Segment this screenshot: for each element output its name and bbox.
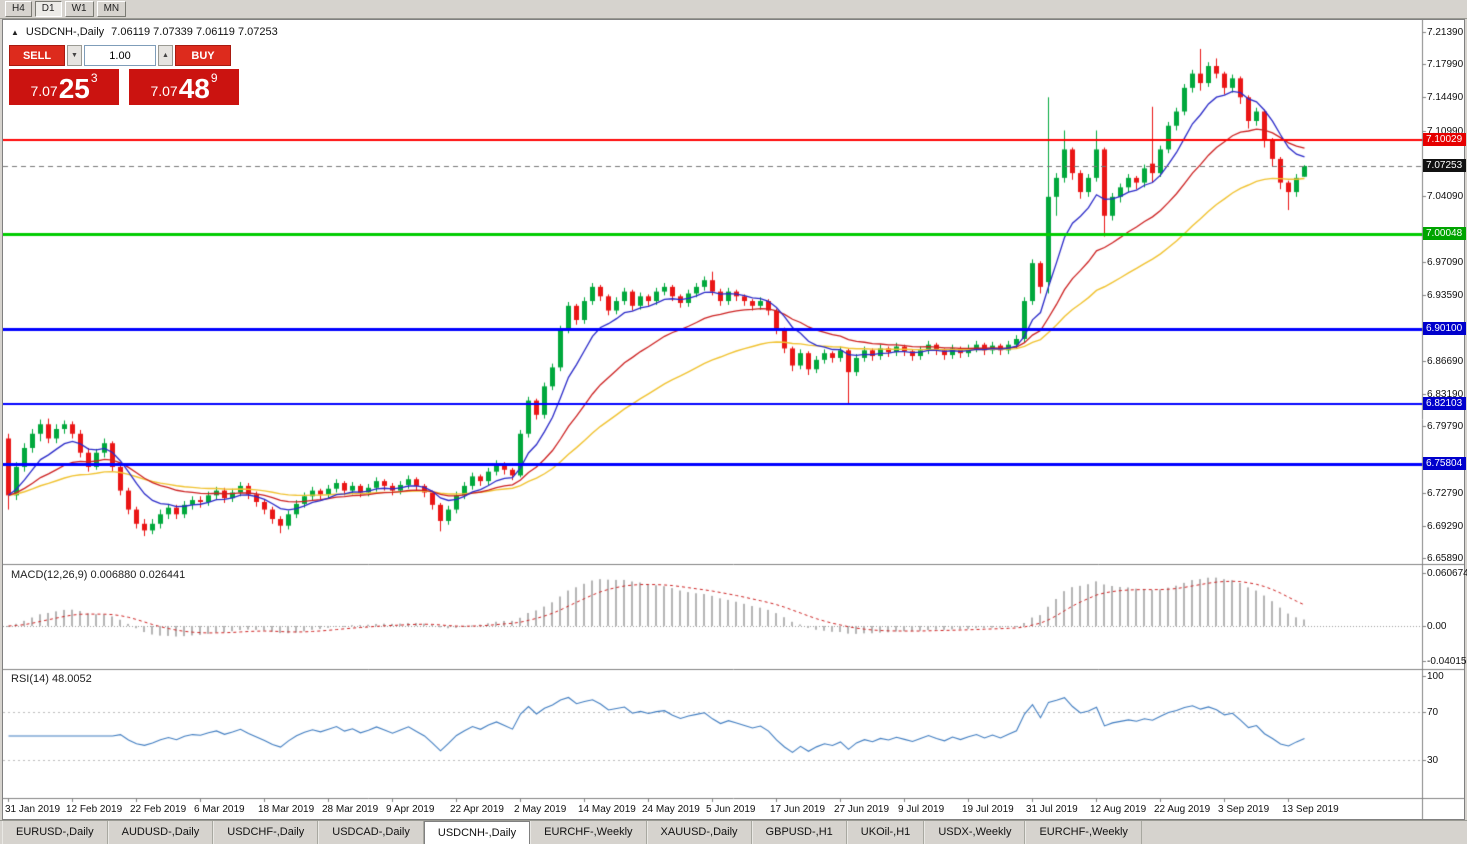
symbol-tab-eurusd-daily[interactable]: EURUSD-,Daily (2, 821, 108, 844)
price-axis-tick: 7.21390 (1427, 27, 1464, 38)
date-axis-label: 18 Mar 2019 (258, 804, 315, 815)
rsi-axis-tick: 100 (1427, 671, 1444, 682)
date-axis-label: 19 Jul 2019 (962, 804, 1014, 815)
macd-indicator-label: MACD(12,26,9) 0.006880 0.026441 (11, 569, 186, 581)
symbol-tab-usdx-weekly[interactable]: USDX-,Weekly (924, 821, 1026, 844)
price-axis-badge: 6.90100 (1423, 321, 1466, 335)
date-axis-label: 9 Apr 2019 (386, 804, 435, 815)
sell-price-point: 3 (90, 71, 98, 85)
sell-price-button[interactable]: 7.07 25 3 (9, 69, 119, 105)
symbol-tab-eurchf-weekly[interactable]: EURCHF-,Weekly (530, 821, 647, 844)
symbol-tab-usdcnh-daily[interactable]: USDCNH-,Daily (423, 821, 531, 844)
chart-title: ▲ USDCNH-,Daily 7.06119 7.07339 7.06119 … (11, 26, 278, 38)
price-axis-tick: 6.79790 (1427, 421, 1464, 433)
date-axis-label: 6 Mar 2019 (194, 804, 245, 815)
trade-controls-row: SELL ▼ ▲ BUY (9, 45, 241, 66)
price-axis-tick: 6.69290 (1427, 520, 1464, 532)
date-axis-label: 2 May 2019 (514, 804, 567, 815)
price-axis-tick: 6.83190 (1427, 389, 1464, 401)
price-axis-badge: 7.00048 (1423, 227, 1466, 241)
price-axis-badge: 6.82103 (1423, 397, 1466, 411)
volume-input[interactable] (84, 45, 156, 66)
date-axis-label: 17 Jun 2019 (770, 804, 826, 815)
symbol-tab-eurchf-weekly[interactable]: EURCHF-,Weekly (1025, 821, 1142, 844)
symbol-tab-xauusd-daily[interactable]: XAUUSD-,Daily (646, 821, 752, 844)
rsi-indicator-label: RSI(14) 48.0052 (11, 673, 92, 685)
date-axis-label: 22 Aug 2019 (1154, 804, 1211, 815)
date-axis-label: 24 May 2019 (642, 804, 700, 815)
price-axis-tick: 6.65890 (1427, 553, 1464, 564)
symbol-tab-gbpusd-h1[interactable]: GBPUSD-,H1 (751, 821, 847, 844)
macd-axis-tick: 0.00 (1427, 620, 1447, 632)
date-axis-label: 14 May 2019 (578, 804, 636, 815)
date-axis-label: 13 Sep 2019 (1282, 804, 1339, 815)
chart-tabs-bar: EURUSD-,Daily AUDUSD-,Daily USDCHF-,Daily U… (0, 820, 1467, 844)
price-axis-badge: 7.07253 (1423, 158, 1466, 172)
timeframe-button-mn[interactable]: MN (96, 1, 127, 17)
date-axis-label: 12 Aug 2019 (1090, 804, 1147, 815)
sell-price-pips: 25 (58, 73, 90, 104)
date-axis-label: 9 Jul 2019 (898, 804, 945, 815)
price-axis-tick: 6.93590 (1427, 290, 1464, 302)
price-axis-tick: 7.10990 (1427, 125, 1464, 137)
price-axis-tick: 6.97090 (1427, 257, 1464, 269)
date-axis-label: 28 Mar 2019 (322, 804, 379, 815)
price-axis-tick: 6.86690 (1427, 355, 1464, 367)
date-axis-label: 22 Feb 2019 (130, 804, 187, 815)
buy-price-main: 7.07 (150, 83, 178, 99)
timeframe-button-h4[interactable]: H4 (5, 1, 32, 17)
date-axis-label: 22 Apr 2019 (450, 804, 504, 815)
timeframe-toolbar: H4 D1 W1 MN (0, 0, 1467, 19)
symbol-tab-usdchf-daily[interactable]: USDCHF-,Daily (213, 821, 319, 844)
price-axis-badge: 6.75804 (1423, 457, 1466, 471)
timeframe-button-d1[interactable]: D1 (34, 1, 62, 17)
date-axis-label: 31 Jan 2019 (5, 804, 61, 815)
buy-price-pips: 48 (178, 73, 210, 104)
rsi-axis-tick: 30 (1427, 755, 1439, 766)
price-axis-tick: 7.04090 (1427, 190, 1464, 202)
one-click-trading-panel: SELL ▼ ▲ BUY 7.07 25 3 7.07 48 9 (9, 45, 241, 105)
sell-price-main: 7.07 (30, 83, 58, 99)
date-axis-label: 12 Feb 2019 (66, 804, 123, 815)
symbol-tab-audusd-daily[interactable]: AUDUSD-,Daily (107, 821, 214, 844)
date-axis-label: 3 Sep 2019 (1218, 804, 1270, 815)
price-axis-badge: 7.10029 (1423, 132, 1466, 146)
volume-increase-button[interactable]: ▲ (158, 45, 173, 66)
chart-symbol-label: USDCNH-,Daily (25, 26, 105, 38)
date-axis-label: 5 Jun 2019 (706, 804, 756, 815)
price-axis-tick: 7.17990 (1427, 59, 1464, 71)
price-chart-canvas[interactable] (3, 20, 1464, 819)
rsi-axis-tick: 70 (1427, 707, 1439, 718)
price-axis-tick: 7.14490 (1427, 92, 1464, 104)
macd-axis-tick: -0.040152 (1427, 656, 1467, 667)
date-axis-label: 31 Jul 2019 (1026, 804, 1078, 815)
macd-axis-tick: 0.060674 (1427, 568, 1467, 579)
buy-price-button[interactable]: 7.07 48 9 (129, 69, 239, 105)
timeframe-button-w1[interactable]: W1 (64, 1, 94, 17)
buy-price-point: 9 (210, 71, 218, 85)
symbol-tab-usdcad-daily[interactable]: USDCAD-,Daily (318, 821, 424, 844)
buy-button[interactable]: BUY (175, 45, 231, 66)
symbol-tab-ukoil-h1[interactable]: UKOil-,H1 (846, 821, 925, 844)
date-axis-label: 27 Jun 2019 (834, 804, 890, 815)
trade-prices-row: 7.07 25 3 7.07 48 9 (9, 69, 241, 105)
price-axis-tick: 6.72790 (1427, 487, 1464, 499)
chart-window: ▲ USDCNH-,Daily 7.06119 7.07339 7.06119 … (2, 19, 1467, 820)
volume-decrease-button[interactable]: ▼ (67, 45, 82, 66)
chart-ohlc-label: 7.06119 7.07339 7.06119 7.07253 (111, 26, 278, 38)
collapse-panel-icon[interactable]: ▲ (11, 27, 19, 37)
sell-button[interactable]: SELL (9, 45, 65, 66)
